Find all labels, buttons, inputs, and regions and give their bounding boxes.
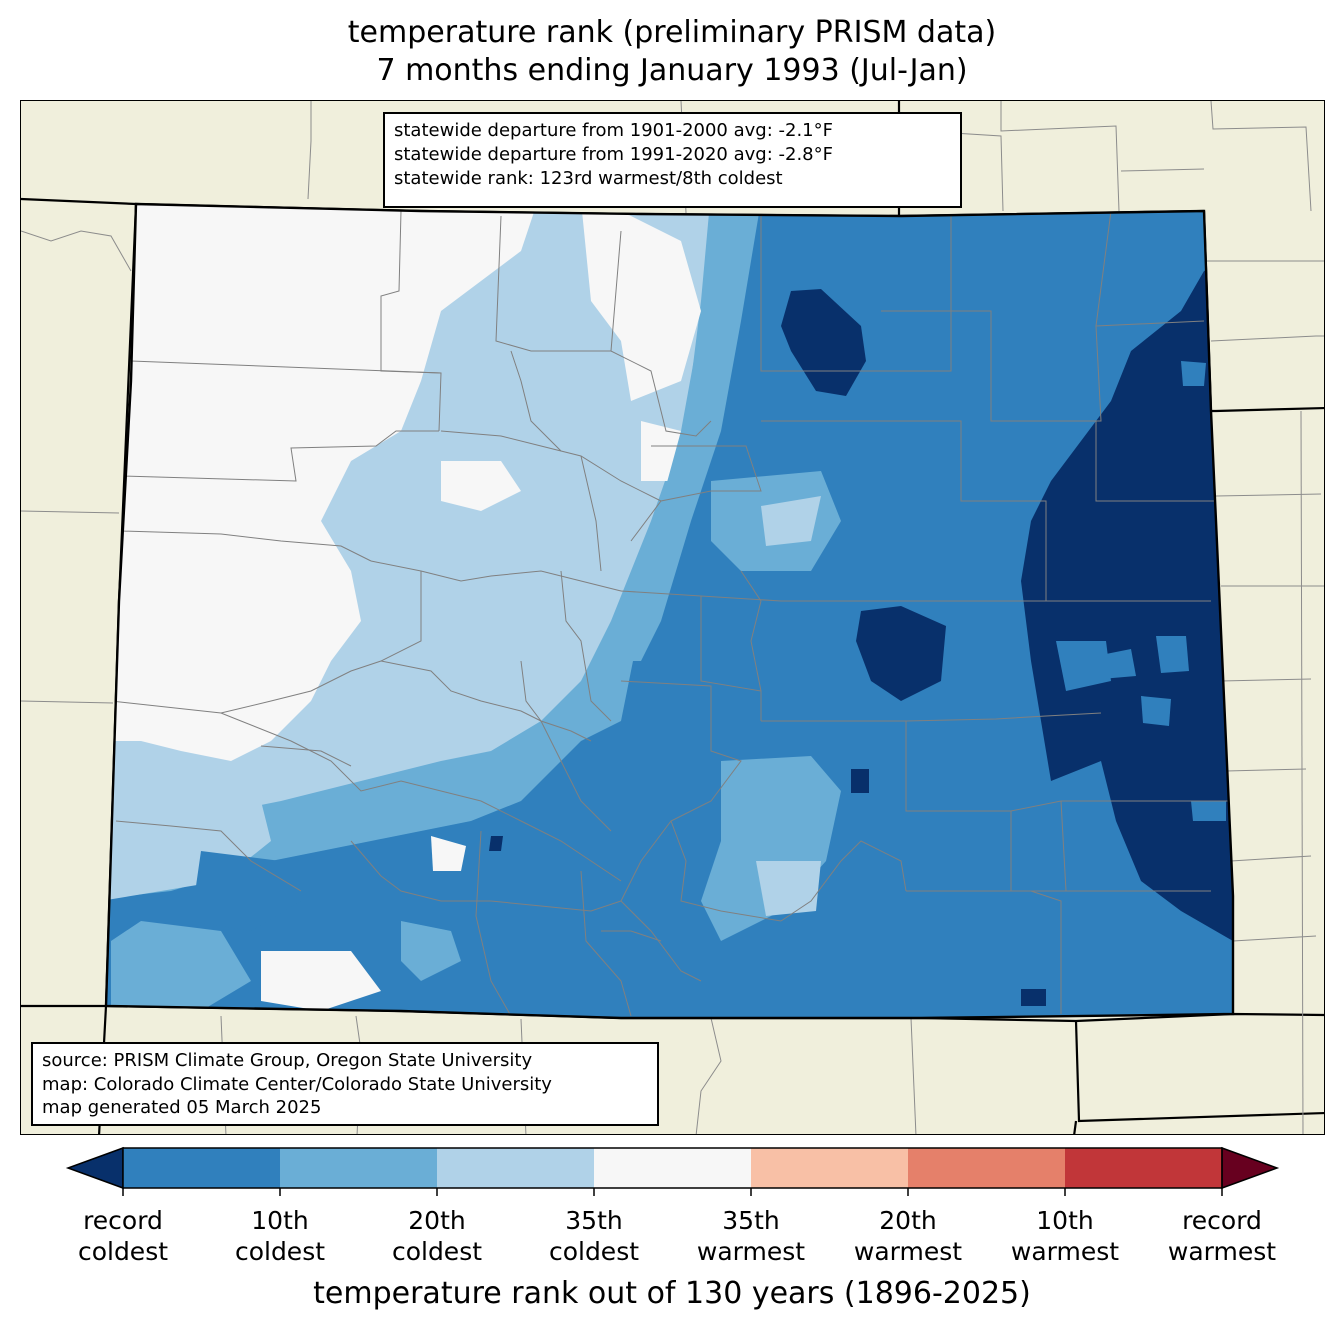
tick-label-rank: record bbox=[83, 1206, 163, 1235]
title-line-1: temperature rank (preliminary PRISM data… bbox=[347, 15, 997, 50]
colorbar-tick-label-2: 10th coldest bbox=[195, 1205, 365, 1267]
map-title: temperature rank (preliminary PRISM data… bbox=[0, 14, 1344, 90]
source-line: source: PRISM Climate Group, Oregon Stat… bbox=[42, 1050, 533, 1071]
colorbar-under-arrow bbox=[65, 1146, 124, 1190]
tick-label-direction: coldest bbox=[391, 1237, 483, 1266]
tick-label-rank: 20th bbox=[408, 1206, 466, 1235]
tick-label-direction: warmest bbox=[853, 1237, 963, 1266]
map-panel[interactable] bbox=[20, 100, 1325, 1135]
colorbar-bin-2 bbox=[280, 1148, 438, 1188]
colorbar-tick-label-6: 20th warmest bbox=[823, 1205, 993, 1267]
tick-label-direction: coldest bbox=[77, 1237, 169, 1266]
colorado-state-outline bbox=[104, 202, 1235, 1020]
colorado-county-lines bbox=[110, 210, 1233, 1017]
statewide-stats-box: statewide departure from 1901-2000 avg: … bbox=[383, 112, 962, 208]
colorbar-tick-label-1: record coldest bbox=[38, 1205, 208, 1267]
source-credit-box: source: PRISM Climate Group, Oregon Stat… bbox=[31, 1042, 659, 1126]
colorbar-ticks bbox=[122, 1188, 1223, 1196]
tick-label-rank: 20th bbox=[879, 1206, 937, 1235]
colorbar-caption: temperature rank out of 130 years (1896-… bbox=[313, 1276, 1031, 1311]
tick-label-rank: 35th bbox=[722, 1206, 780, 1235]
stats-departure-1901-2000: statewide departure from 1901-2000 avg: … bbox=[394, 120, 833, 141]
tick-label-direction: warmest bbox=[696, 1237, 806, 1266]
tick-label-direction: coldest bbox=[548, 1237, 640, 1266]
tick-label-rank: 10th bbox=[251, 1206, 309, 1235]
colorbar-tick-label-3: 20th coldest bbox=[352, 1205, 522, 1267]
colorbar-tick-label-5: 35th warmest bbox=[666, 1205, 836, 1267]
colorbar-bin-3 bbox=[437, 1148, 595, 1188]
tick-label-rank: record bbox=[1182, 1206, 1262, 1235]
colorado-temperature-rank-map bbox=[21, 101, 1324, 1134]
colorbar-over-arrow bbox=[1221, 1146, 1280, 1190]
title-line-2: 7 months ending January 1993 (Jul-Jan) bbox=[376, 53, 968, 88]
tick-label-rank: 10th bbox=[1036, 1206, 1094, 1235]
colorbar-tick-label-8: record warmest bbox=[1137, 1205, 1307, 1267]
generated-date-line: map generated 05 March 2025 bbox=[42, 1097, 322, 1118]
tick-label-direction: coldest bbox=[234, 1237, 326, 1266]
colorado-rank-fill bbox=[106, 204, 1233, 1018]
colorbar-bin-7 bbox=[1065, 1148, 1223, 1188]
tick-label-direction: warmest bbox=[1167, 1237, 1277, 1266]
colorbar-tick-label-7: 10th warmest bbox=[980, 1205, 1150, 1267]
tick-label-direction: warmest bbox=[1010, 1237, 1120, 1266]
colorbar-tick-label-4: 35th coldest bbox=[509, 1205, 679, 1267]
colorbar-bin-5 bbox=[751, 1148, 909, 1188]
tick-label-rank: 35th bbox=[565, 1206, 623, 1235]
colorbar-bins bbox=[123, 1148, 1223, 1188]
map-credit-line: map: Colorado Climate Center/Colorado St… bbox=[42, 1073, 552, 1095]
colorbar-bin-4 bbox=[594, 1148, 752, 1188]
stats-departure-1991-2020: statewide departure from 1991-2020 avg: … bbox=[394, 144, 833, 165]
colorbar bbox=[65, 1146, 1280, 1196]
stats-statewide-rank: statewide rank: 123rd warmest/8th coldes… bbox=[394, 168, 783, 189]
colorbar-bin-6 bbox=[908, 1148, 1066, 1188]
colorbar-bin-1 bbox=[123, 1148, 281, 1188]
